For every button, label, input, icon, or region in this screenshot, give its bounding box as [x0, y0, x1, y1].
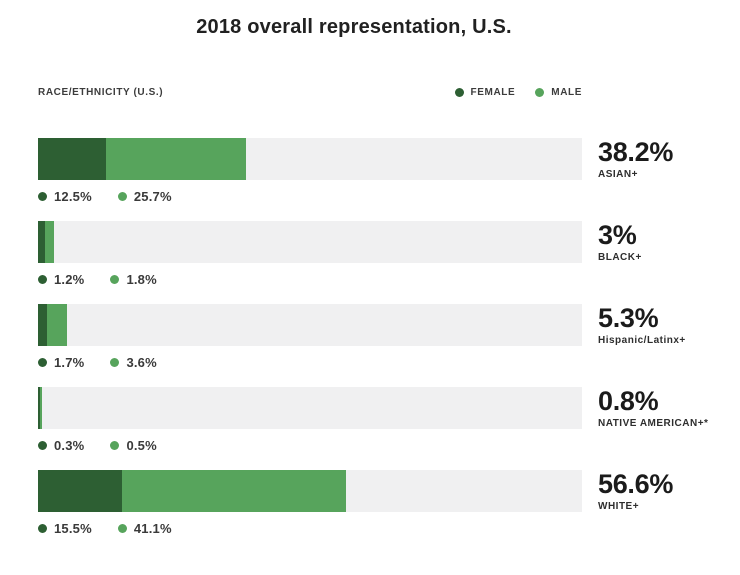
female-value: 12.5% — [54, 188, 92, 204]
female-value: 1.7% — [54, 354, 85, 370]
label-column: 38.2% ASIAN+ — [582, 138, 730, 203]
bar-track — [38, 138, 582, 180]
chart-row-asian: 12.5% 25.7% 38.2% ASIAN+ — [38, 138, 730, 204]
female-stat: 1.7% — [38, 355, 84, 370]
bar-stats: 0.3% 0.5% — [38, 437, 582, 453]
bar-segment-male — [47, 304, 67, 346]
male-dot-icon — [117, 191, 127, 201]
total-percentage: 38.2% — [598, 137, 674, 167]
legend-female-label: FEMALE — [470, 87, 516, 98]
female-value: 15.5% — [54, 520, 92, 536]
bar-segment-female — [38, 470, 123, 512]
bar-segment-female — [38, 304, 48, 346]
label-column: 5.3% Hispanic/Latinx+ — [582, 304, 730, 369]
bar-track — [38, 387, 582, 429]
male-value: 1.8% — [126, 271, 157, 287]
chart-row-hispanic-latinx: 1.7% 3.6% 5.3% Hispanic/Latinx+ — [38, 304, 730, 370]
female-stat: 1.2% — [38, 272, 84, 287]
male-value: 3.6% — [126, 354, 157, 370]
total-percentage: 56.6% — [598, 469, 674, 499]
total-percentage: 5.3% — [598, 303, 659, 333]
category-label: NATIVE AMERICAN+* — [598, 418, 709, 430]
female-stat: 0.3% — [38, 438, 84, 453]
bar-segment-female — [38, 221, 45, 263]
bar-column: 12.5% 25.7% — [38, 138, 582, 204]
female-dot-icon — [454, 88, 464, 97]
bar-column: 0.3% 0.5% — [38, 387, 582, 453]
total-percentage: 3% — [598, 220, 637, 250]
male-dot-icon — [110, 357, 120, 367]
category-label: Hispanic/Latinx+ — [598, 335, 686, 347]
chart-row-black: 1.2% 1.8% 3% BLACK+ — [38, 221, 730, 287]
bar-segment-female — [38, 138, 106, 180]
bar-column: 15.5% 41.1% — [38, 470, 582, 536]
bar-track — [38, 304, 582, 346]
bar-segment-male — [122, 470, 346, 512]
category-label: ASIAN+ — [598, 169, 638, 181]
label-column: 56.6% WHITE+ — [582, 470, 730, 535]
female-stat: 15.5% — [38, 521, 92, 536]
female-dot-icon — [38, 440, 47, 450]
category-label: WHITE+ — [598, 501, 640, 513]
female-dot-icon — [38, 191, 47, 201]
total-percentage: 0.8% — [598, 386, 659, 416]
chart-row-native-american: 0.3% 0.5% 0.8% NATIVE AMERICAN+* — [38, 387, 730, 453]
axis-label: RACE/ETHNICITY (U.S.) — [38, 87, 164, 98]
bar-track — [38, 221, 582, 263]
female-dot-icon — [38, 274, 47, 284]
bar-segment-male — [106, 138, 246, 180]
category-label: BLACK+ — [598, 252, 642, 264]
legend-male-label: MALE — [551, 87, 582, 98]
male-dot-icon — [110, 274, 120, 284]
bar-stats: 1.2% 1.8% — [38, 271, 582, 287]
male-dot-icon — [117, 523, 127, 533]
bar-segment-male — [39, 387, 43, 429]
female-value: 1.2% — [54, 271, 85, 287]
bar-stats: 1.7% 3.6% — [38, 354, 582, 370]
legend: FEMALE MALE — [454, 87, 582, 98]
legend-item-female: FEMALE — [454, 87, 516, 98]
male-stat: 0.5% — [110, 437, 157, 453]
chart-row-white: 15.5% 41.1% 56.6% WHITE+ — [38, 470, 730, 536]
male-stat: 3.6% — [110, 354, 157, 370]
male-stat: 1.8% — [110, 271, 157, 287]
bar-stats: 12.5% 25.7% — [38, 188, 582, 204]
female-dot-icon — [38, 523, 47, 533]
chart-header: RACE/ETHNICITY (U.S.) FEMALE MALE — [38, 87, 582, 98]
male-value: 41.1% — [133, 520, 172, 536]
bar-segment-male — [44, 221, 55, 263]
chart-title: 2018 overall representation, U.S. — [196, 16, 512, 38]
bar-column: 1.2% 1.8% — [38, 221, 582, 287]
male-dot-icon — [110, 440, 120, 450]
bar-stats: 15.5% 41.1% — [38, 520, 582, 536]
male-dot-icon — [535, 88, 545, 97]
male-value: 25.7% — [133, 188, 172, 204]
male-stat: 41.1% — [117, 520, 172, 536]
label-column: 0.8% NATIVE AMERICAN+* — [582, 387, 730, 452]
bar-segment-female — [38, 387, 40, 429]
female-stat: 12.5% — [38, 189, 92, 204]
male-value: 0.5% — [126, 437, 157, 453]
bar-column: 1.7% 3.6% — [38, 304, 582, 370]
female-value: 0.3% — [54, 437, 85, 453]
female-dot-icon — [38, 357, 47, 367]
bar-track — [38, 470, 582, 512]
label-column: 3% BLACK+ — [582, 221, 730, 286]
legend-item-male: MALE — [535, 87, 582, 98]
male-stat: 25.7% — [117, 188, 172, 204]
